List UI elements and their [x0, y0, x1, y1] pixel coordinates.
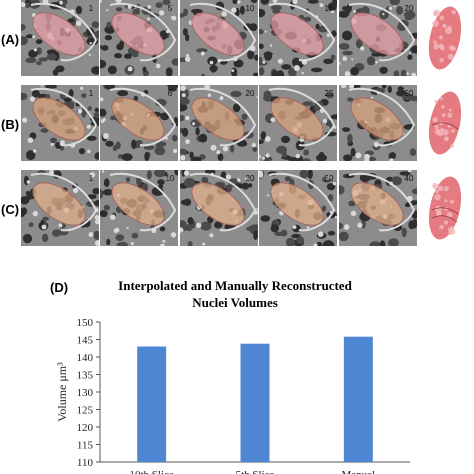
em-slice-image: 15 [259, 0, 337, 76]
y-tick-label: 125 [77, 405, 94, 417]
nucleus-overlay [270, 97, 324, 141]
slice-number: 20 [246, 89, 255, 98]
slice-number: 6 [168, 89, 173, 98]
nucleus-overlay [111, 97, 165, 141]
panel-label-d: (D) [50, 280, 68, 295]
slice-number: 20 [246, 174, 255, 183]
bar-manual [343, 336, 373, 462]
em-slice-image: 20 [339, 0, 417, 76]
x-tick-label: Manual [342, 469, 376, 474]
em-slice-image: 30 [259, 170, 337, 246]
y-tick-label: 140 [77, 352, 94, 364]
y-tick-label: 135 [77, 370, 94, 382]
em-slice-image: 1 [21, 170, 99, 246]
nucleus-overlay [32, 182, 86, 226]
y-tick-label: 115 [77, 440, 94, 452]
nucleus-overlay [270, 182, 324, 226]
nucleus-overlay [191, 97, 245, 141]
slice-number: 10 [166, 174, 175, 183]
slice-number: 15 [325, 4, 334, 13]
nucleus-overlay [191, 182, 245, 226]
y-axis-label: Volume μm³ [55, 362, 69, 422]
slice-number: 1 [89, 89, 94, 98]
slice-number: 1 [89, 4, 94, 13]
volume-bar-chart: (D) Interpolated and Manually Reconstruc… [50, 278, 410, 474]
bar-10th-slice [137, 346, 167, 462]
panel-label-a: (A) [1, 32, 20, 47]
y-tick-label: 130 [77, 387, 94, 399]
em-slice-image: 5 [100, 0, 178, 76]
em-slice-image: 1 [21, 0, 99, 76]
slice-number: 30 [405, 89, 414, 98]
y-tick-label: 110 [77, 457, 94, 469]
nucleus-overlay [32, 12, 86, 56]
y-tick-label: 120 [77, 422, 94, 434]
em-slice-image: 20 [180, 85, 258, 161]
nucleus-3d-render [420, 85, 470, 161]
em-slice-image: 30 [339, 85, 417, 161]
panel-label-b: (B) [1, 117, 20, 132]
y-tick-label: 145 [77, 335, 94, 347]
panel-label-c: (C) [1, 202, 20, 217]
y-tick-label: 150 [77, 317, 94, 329]
nucleus-overlay [191, 12, 245, 56]
slice-number: 10 [246, 4, 255, 13]
nucleus-overlay [350, 182, 404, 226]
chart-title-line-2: Nuclei Volumes [192, 295, 278, 310]
nucleus-overlay [32, 97, 86, 141]
em-slice-image: 1 [21, 85, 99, 161]
em-slice-image: 20 [180, 170, 258, 246]
slice-number: 20 [405, 4, 414, 13]
em-slice-image: 10 [100, 170, 178, 246]
nucleus-overlay [111, 12, 165, 56]
nucleus-overlay [350, 97, 404, 141]
slice-number: 40 [405, 174, 414, 183]
em-slice-image: 25 [259, 85, 337, 161]
slice-number: 1 [89, 174, 94, 183]
em-slice-image: 40 [339, 170, 417, 246]
nucleus-overlay [350, 12, 404, 56]
nucleus-overlay [270, 12, 324, 56]
chart-title-line-1: Interpolated and Manually Reconstructed [118, 278, 352, 293]
slice-number: 30 [325, 174, 334, 183]
x-tick-label: 10th Slice [130, 469, 174, 474]
bar-5th-slice [240, 343, 270, 462]
x-tick-label: 5th Slice [236, 469, 275, 474]
em-slice-image: 10 [180, 0, 258, 76]
nucleus-3d-render [420, 0, 470, 76]
nucleus-overlay [111, 182, 165, 226]
slice-number: 5 [168, 4, 173, 13]
em-slice-image: 6 [100, 85, 178, 161]
nucleus-3d-render [420, 170, 470, 246]
slice-number: 25 [325, 89, 334, 98]
